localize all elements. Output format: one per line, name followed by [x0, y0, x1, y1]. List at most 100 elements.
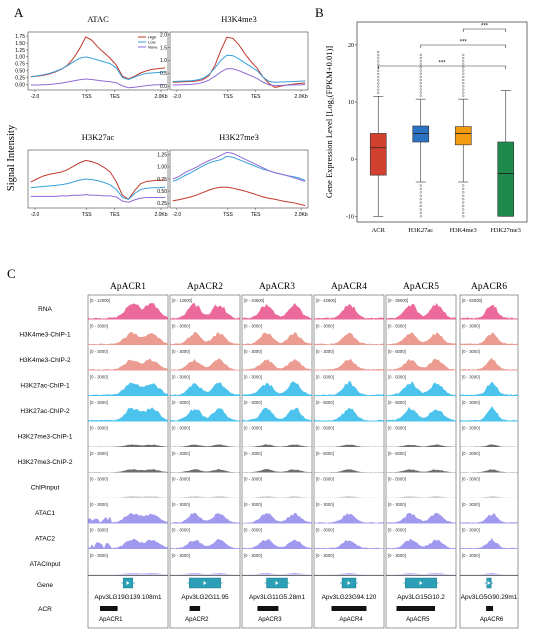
outlier-point [377, 69, 380, 72]
gene-frame [459, 575, 519, 629]
track-signal-h3k27ac-chip-2 [242, 407, 312, 422]
outlier-point [462, 85, 465, 88]
track-signal-atac2 [242, 538, 312, 549]
x-tick-label: 2.0Kb [295, 212, 308, 218]
outlier-point [419, 184, 422, 187]
outlier-point [462, 91, 465, 94]
y-tick-label: 20 [348, 43, 354, 49]
y-tick-label: 1.5 [160, 45, 167, 51]
y-tick-label: 0.50 [157, 189, 167, 195]
outlier-point [462, 53, 465, 56]
track-signal-atac1 [314, 513, 384, 524]
track-column-title: ApACR2 [187, 282, 223, 292]
track-range-label: [0 - 3000] [316, 349, 334, 354]
track-signal-atacinput [460, 573, 518, 575]
track-range-label: [0 - 3000] [462, 324, 480, 329]
box-h3k27ac: H3K27ac [408, 53, 433, 234]
bracket-line [377, 65, 507, 69]
outlier-point [419, 53, 422, 56]
outlier-point [462, 204, 465, 208]
outlier-point [419, 60, 422, 63]
track-range-label: [0 - 3000] [244, 324, 262, 329]
track-signal-rna [88, 303, 168, 320]
x-tick-label: 2.0Kb [154, 94, 167, 100]
track-range-label: [0 - 5000] [316, 375, 334, 380]
track-signal-h3k27ac-chip-2 [386, 407, 456, 422]
track-signal-atac2 [170, 539, 240, 549]
track-signal-h3k27ac-chip-2 [88, 407, 168, 422]
track-signal-h3k27me3-chip-2 [386, 469, 456, 473]
gene-name-label: Apv3LG11G5.28m1 [249, 594, 305, 601]
track-signal-chipinput [386, 495, 456, 498]
track-signal-atac1 [170, 512, 240, 524]
series-line-high [172, 186, 306, 207]
y-tick-label: 1.0 [160, 58, 167, 64]
track-column-apacr3: [0 - 34500] [0 - 3000] [0 - 3000] [0 - 3000… [241, 294, 313, 629]
track-signal-h3k27ac-chip-1 [460, 381, 518, 396]
track-range-label: [0 - 3000] [90, 528, 108, 533]
track-row-label: ChIPinput [31, 485, 60, 492]
track-signal-atac1 [460, 513, 518, 524]
outlier-point [419, 204, 422, 208]
track-range-label: [0 - 3000] [244, 451, 262, 456]
y-tick-label: 2.0 [160, 32, 167, 38]
track-signal-atac2 [460, 537, 518, 549]
series-line-high [30, 159, 166, 200]
track-signal-atac2 [88, 538, 168, 549]
bracket-line [462, 28, 507, 32]
track-range-label: [0 - 3000] [90, 426, 108, 431]
track-range-label: [0 - 3000] [316, 502, 334, 507]
track-signal-h3k27ac-chip-2 [170, 408, 240, 422]
outlier-point [462, 60, 465, 63]
outlier-point [462, 75, 465, 78]
series-line-low [30, 56, 166, 81]
outlier-point [419, 208, 422, 211]
outlier-point [419, 211, 422, 214]
track-range-label: [0 - 3000] [388, 553, 406, 558]
outlier-point [377, 54, 380, 57]
y-tick-label: 1.00 [15, 55, 25, 61]
track-signal-atacinput [88, 573, 168, 575]
outlier-point [419, 88, 422, 91]
track-signal-h3k4me3-chip-2 [386, 358, 456, 371]
series-line-high [30, 36, 166, 80]
box-body [369, 133, 387, 176]
column-frame [169, 294, 241, 576]
track-range-label: [0 - 3000] [244, 426, 262, 431]
track-signal-h3k27me3-chip-1 [88, 444, 168, 447]
track-range-label: [0 - 3000] [172, 451, 190, 456]
chart-title: H3K27ac [82, 132, 115, 142]
outlier-point [419, 194, 422, 197]
y-tick-label: 1.25 [15, 48, 25, 54]
box-acr: ACR [369, 50, 387, 234]
track-range-label: [0 - 3000] [90, 477, 108, 482]
significance-stars: *** [460, 40, 468, 46]
track-row-label: ATAC2 [35, 536, 55, 543]
track-range-label: [0 - 3000] [388, 502, 406, 507]
x-tick-label: TES [110, 94, 120, 100]
plot-frame [27, 149, 169, 209]
track-range-label: [0 - 3000] [244, 477, 262, 482]
track-range-label: [0 - 3000] [462, 502, 480, 507]
track-range-label: [0 - 5000] [388, 375, 406, 380]
outlier-point [419, 215, 422, 218]
y-tick-label: 0.00 [15, 82, 25, 88]
series-line-none [30, 194, 166, 203]
track-row-label: H3K4me3-ChIP-2 [19, 357, 71, 364]
gene-frame [87, 575, 169, 629]
track-signal-h3k27me3-chip-2 [170, 468, 240, 473]
x-tick-label: 2.0Kb [295, 94, 308, 100]
plot-frame [27, 31, 169, 91]
y-tick-label: 1.00 [157, 165, 167, 171]
track-range-label: [0 - 3000] [462, 426, 480, 431]
track-range-label: [0 - 3000] [90, 324, 108, 329]
track-column-title: ApACR3 [259, 282, 295, 292]
acr-region-bar [331, 606, 367, 611]
gene-name-label: Apv3LG19G139.108m1 [94, 594, 162, 601]
track-range-label: [0 - 5000] [388, 400, 406, 405]
track-range-label: [0 - 3000] [462, 349, 480, 354]
track-signal-h3k27me3-chip-1 [242, 444, 312, 447]
acr-region-label: ApACR1 [99, 617, 123, 623]
track-row-label: H3K4me3-ChIP-1 [19, 332, 71, 339]
acr-region-label: ApACR2 [185, 617, 209, 623]
